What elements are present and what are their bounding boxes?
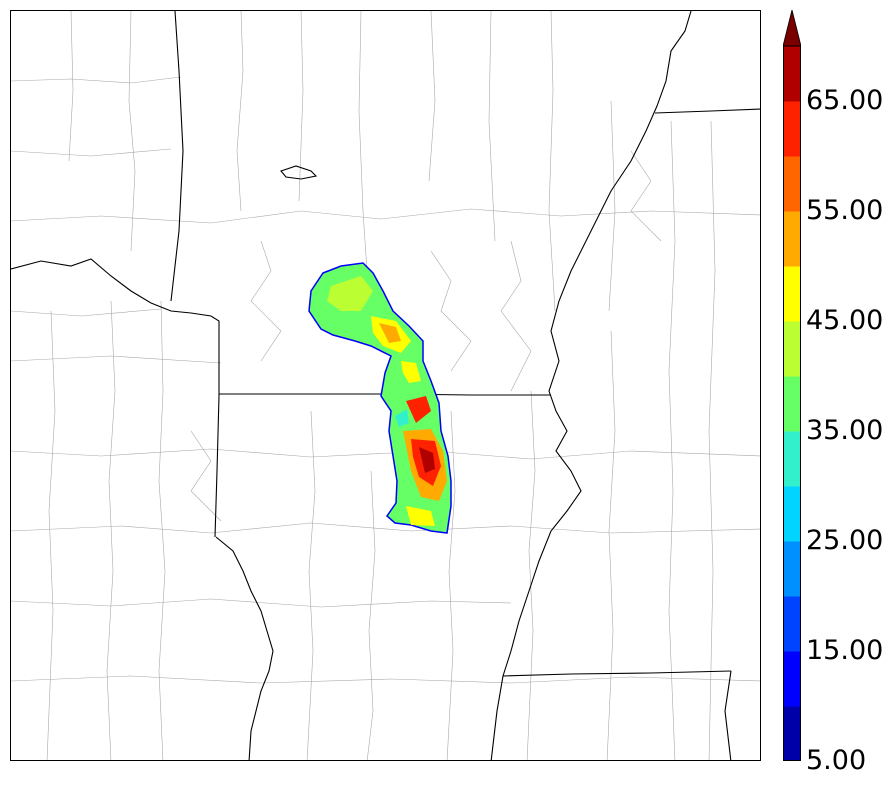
colorbar-frame xyxy=(783,45,801,761)
colorbar-extend-arrow xyxy=(783,10,801,47)
colorbar xyxy=(783,10,801,761)
colorbar-segment xyxy=(783,156,801,212)
colorbar-segment xyxy=(783,541,801,597)
colorbar-tick-label: 35.00 xyxy=(806,415,884,446)
colorbar-segment xyxy=(783,651,801,707)
colorbar-tick-label: 25.00 xyxy=(806,525,884,556)
colorbar-segment xyxy=(783,266,801,322)
map-canvas xyxy=(11,11,760,760)
colorbar-segment xyxy=(783,321,801,377)
colorbar-segment xyxy=(783,486,801,542)
colorbar-tick-label: 45.00 xyxy=(806,305,884,336)
colorbar-segment xyxy=(783,101,801,157)
county-boundaries xyxy=(11,11,760,760)
precipitation-swath xyxy=(308,262,452,534)
colorbar-segment xyxy=(783,46,801,102)
colorbar-tick-label: 65.00 xyxy=(806,85,884,116)
colorbar-segment xyxy=(783,596,801,652)
colorbar-tick-label: 15.00 xyxy=(806,635,884,666)
colorbar-segment xyxy=(783,431,801,487)
colorbar-segment xyxy=(783,211,801,267)
colorbar-segment xyxy=(783,706,801,761)
colorbar-segment xyxy=(783,376,801,432)
colorbar-tick-label: 55.00 xyxy=(806,195,884,226)
colorbar-tick-label: 5.00 xyxy=(806,745,867,776)
map-panel xyxy=(10,10,761,761)
